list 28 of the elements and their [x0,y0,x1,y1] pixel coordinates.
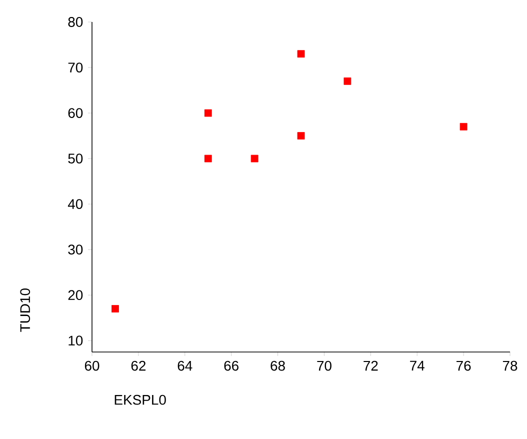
point [344,77,352,85]
x-tick-label: 64 [178,360,192,371]
y-tick-label: 80 [68,17,83,27]
y-tick-label: 60 [68,108,83,118]
x-tick-label: 68 [270,360,285,371]
point [460,122,468,130]
point [297,50,305,58]
point [112,305,119,312]
y-tick-label: 10 [68,336,83,346]
x-tick-label: 72 [364,360,378,371]
x-tick-label: 60 [84,360,100,371]
point [204,109,212,117]
y-tick-label: 50 [68,154,83,164]
x-tick-label: 78 [502,360,518,371]
y-tick-label: 70 [68,62,83,72]
point [250,154,258,162]
x-axis-title: EKSPL0 [114,394,166,405]
point [204,154,212,162]
x-tick-label: 62 [131,360,146,371]
point [297,132,305,140]
x-tick-label: 70 [317,360,332,371]
x-tick-label: 76 [456,360,471,371]
y-tick-label: 20 [68,290,83,300]
x-tick-label: 74 [410,360,424,370]
y-axis-title: TUD10 [20,288,30,332]
y-tick-label: 40 [68,199,83,210]
y-tick-label: 30 [68,244,83,255]
x-tick-label: 66 [224,360,238,371]
